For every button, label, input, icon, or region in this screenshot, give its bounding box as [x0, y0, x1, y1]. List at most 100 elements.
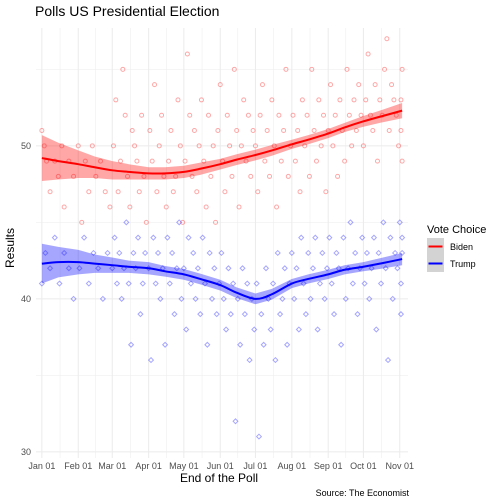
biden-poll-point — [166, 158, 172, 164]
trump-poll-point — [85, 280, 92, 287]
legend-title: Vote Choice — [427, 224, 486, 236]
biden-poll-point — [217, 82, 223, 88]
trump-poll-point — [272, 356, 279, 364]
trump-poll-point — [396, 219, 403, 226]
biden-poll-point — [184, 51, 190, 57]
trump-poll-point — [147, 356, 155, 364]
biden-poll-point — [147, 128, 153, 134]
trump-poll-point — [139, 280, 146, 287]
trump-poll-point — [142, 249, 149, 257]
biden-poll-point — [177, 143, 183, 149]
trump-poll-point — [340, 234, 347, 241]
biden-poll-point — [152, 82, 158, 88]
x-tick-label: Nov 01 — [386, 461, 415, 471]
biden-poll-point — [89, 143, 95, 149]
trump-poll-point — [363, 249, 371, 257]
biden-poll-point — [269, 97, 275, 103]
biden-poll-point — [297, 189, 303, 195]
trump-poll-point — [208, 295, 216, 302]
biden-poll-point — [384, 36, 390, 42]
biden-poll-point — [201, 158, 207, 164]
biden-poll-point — [321, 112, 327, 118]
x-tick-label: Jul 01 — [243, 461, 267, 471]
trump-poll-point — [345, 265, 352, 272]
trump-poll-point — [260, 341, 267, 348]
trump-poll-point — [206, 249, 213, 257]
trump-poll-point — [293, 265, 300, 272]
trump-poll-point — [258, 311, 265, 318]
biden-poll-point — [304, 112, 310, 118]
trump-poll-point — [251, 326, 258, 333]
biden-poll-point — [208, 173, 214, 179]
trump-poll-point — [244, 280, 251, 287]
trump-poll-point — [123, 219, 130, 226]
biden-poll-point — [241, 97, 247, 103]
biden-poll-point — [306, 173, 312, 179]
biden-poll-point — [332, 112, 338, 118]
trump-poll-point — [399, 249, 406, 257]
trump-poll-point — [347, 219, 354, 226]
x-tick-label: May 01 — [169, 461, 199, 471]
biden-poll-point — [302, 143, 308, 149]
trump-poll-point — [127, 341, 135, 348]
biden-poll-point — [267, 173, 273, 179]
trump-poll-point — [130, 249, 137, 257]
trump-poll-point — [330, 311, 338, 318]
trump-poll-point — [38, 280, 45, 287]
biden-poll-point — [127, 204, 133, 210]
trump-poll-point — [51, 234, 58, 241]
x-tick-label: Jun 01 — [207, 461, 234, 471]
trump-poll-point — [150, 234, 157, 241]
biden-poll-point — [196, 143, 202, 149]
trump-poll-point — [328, 280, 335, 287]
trump-poll-point — [288, 249, 295, 257]
biden-poll-point — [149, 158, 155, 164]
biden-poll-point — [342, 158, 348, 164]
trump-poll-point — [349, 280, 356, 287]
biden-poll-point — [222, 189, 228, 195]
biden-poll-point — [141, 173, 147, 179]
y-axis-label: Results — [3, 228, 17, 268]
trump-poll-point — [109, 265, 116, 272]
biden-poll-point — [168, 128, 174, 134]
grid-layer — [36, 28, 408, 458]
biden-poll-point — [154, 189, 160, 195]
biden-poll-point — [39, 128, 45, 134]
trump-poll-point — [377, 280, 385, 287]
biden-poll-point — [143, 219, 149, 225]
trump-poll-point — [338, 341, 345, 348]
biden-poll-point — [278, 158, 284, 164]
trump-poll-point — [354, 311, 361, 318]
trump-poll-point — [382, 265, 389, 272]
trump-poll-point — [190, 249, 197, 257]
x-tick-label: Jan 01 — [28, 461, 55, 471]
x-tick-label: Sep 01 — [314, 461, 343, 471]
trump-poll-point — [246, 356, 253, 364]
biden-poll-point — [313, 158, 319, 164]
trump-poll-point — [180, 265, 187, 272]
trump-poll-point — [279, 295, 286, 302]
trump-poll-point — [298, 234, 305, 241]
biden-poll-point — [365, 51, 371, 57]
trump-poll-point — [274, 249, 281, 257]
biden-poll-point — [93, 173, 99, 179]
biden-poll-point — [372, 82, 378, 88]
biden-poll-point — [231, 66, 237, 72]
trump-poll-point — [171, 311, 178, 318]
trump-poll-point — [201, 280, 209, 287]
trump-poll-point — [286, 280, 293, 287]
biden-poll-point — [398, 97, 404, 103]
biden-poll-point — [309, 66, 315, 72]
biden-poll-point — [295, 128, 301, 134]
trump-poll-point — [342, 295, 349, 302]
trump-poll-point — [185, 234, 192, 241]
trump-poll-point — [380, 219, 387, 226]
trump-poll-point — [253, 280, 260, 287]
biden-poll-point — [353, 128, 359, 134]
trump-poll-point — [95, 265, 102, 272]
trump-poll-point — [302, 311, 310, 318]
biden-poll-point — [182, 158, 188, 164]
biden-poll-point — [386, 128, 392, 134]
trump-poll-point — [204, 341, 211, 348]
trump-poll-point — [333, 249, 340, 257]
